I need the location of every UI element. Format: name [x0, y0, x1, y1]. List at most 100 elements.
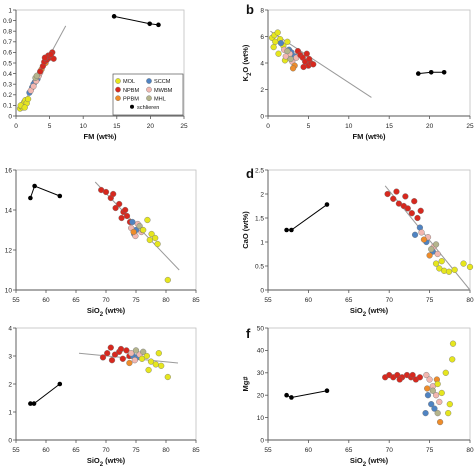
panel-3: 55 60 65 70 75 80 85 10 12 14 16 SiO2 (wt%) [5, 167, 200, 318]
data-point-npbm [47, 51, 55, 58]
data-point-sccm [129, 218, 136, 226]
y-tick-label: 4 [8, 325, 12, 332]
schlieren-point [284, 392, 289, 398]
x-tick-label: 10 [345, 123, 353, 130]
x-tick-label: 75 [132, 297, 140, 304]
y-tick-label: 1 [8, 7, 12, 14]
data-point-ppbm [426, 252, 433, 259]
y-tick-label: 0.4 [3, 71, 12, 78]
data-point-ppbm [420, 236, 428, 243]
x-tick-label: 80 [466, 297, 474, 304]
y-tick-label: 1 [260, 239, 264, 246]
panel-letter: b [246, 2, 254, 17]
legend-label: MHL [154, 96, 166, 102]
data-point-npbm [417, 207, 424, 214]
data-point-mol [275, 50, 282, 57]
schlieren-point [111, 14, 117, 19]
data-point-npbm [108, 357, 116, 364]
x-tick-label: 60 [305, 447, 313, 454]
y-tick-label: 6 [260, 34, 264, 41]
x-tick-label: 85 [192, 297, 200, 304]
data-point-mhl [434, 410, 441, 417]
data-point-ppbm [437, 418, 444, 426]
legend-label: PPBM [123, 96, 139, 102]
data-point-npbm [306, 55, 313, 63]
x-axis-label: SiO2 (wt%) [87, 306, 126, 318]
data-point-mol [449, 340, 457, 347]
panel-6: 55 60 65 70 75 80 0 10 20 30 40 50 SiO2 (wt%) Mg# f [241, 325, 474, 468]
data-point-mol [146, 236, 153, 244]
data-point-npbm [37, 68, 44, 75]
legend-marker-mhl [146, 95, 152, 101]
x-tick-label: 60 [42, 447, 50, 454]
x-tick-label: 55 [12, 297, 20, 304]
y-tick-label: 1 [8, 409, 12, 416]
y-tick-label: 0 [8, 437, 12, 444]
schlieren-point [441, 69, 447, 75]
y-tick-label: 20 [257, 393, 265, 400]
data-point-mol [140, 226, 147, 234]
data-point-mwbm [432, 392, 440, 399]
y-tick-label: 30 [257, 370, 265, 377]
data-point-mol [466, 263, 474, 271]
x-tick-label: 5 [307, 123, 311, 130]
data-point-ppbm [424, 385, 431, 392]
x-tick-label: 65 [72, 447, 80, 454]
legend-label: NPBM [123, 88, 140, 94]
data-point-mol [147, 358, 155, 365]
data-point-mol [152, 361, 159, 368]
schlieren-point [147, 21, 153, 27]
x-axis-label: FM (wt%) [84, 132, 117, 141]
y-tick-label: 10 [257, 415, 265, 422]
y-tick-label: 0.5 [255, 263, 264, 270]
data-point-npbm [396, 376, 403, 383]
data-point-npbm [118, 214, 125, 222]
data-point-mol [274, 29, 281, 36]
data-point-mol [445, 268, 453, 275]
schlieren-point [289, 227, 294, 233]
data-point-mol [152, 234, 159, 242]
y-axis-label: K2O (wt%) [241, 44, 253, 81]
schlieren-point [28, 401, 33, 406]
data-point-mwbm [434, 250, 441, 258]
legend-label: MOL [123, 79, 135, 85]
x-tick-label: 15 [386, 123, 394, 130]
y-tick-label: 2.5 [255, 167, 264, 174]
data-point-mol [438, 389, 445, 397]
panel-1: 0 5 10 15 20 25 0 0.1 0.2 0.3 0.4 0.5 0.6 0.7 0.8 0.9 1 F… [3, 7, 188, 141]
data-point-mol [21, 104, 28, 111]
data-point-mhl [140, 348, 147, 355]
data-point-ppbm [130, 228, 137, 236]
data-point-mol [158, 362, 165, 369]
data-point-npbm [310, 61, 317, 68]
data-point-mol [451, 266, 458, 273]
schlieren-point [57, 193, 63, 199]
x-axis-label: SiO2 (wt%) [87, 456, 126, 468]
data-point-npbm [117, 345, 125, 353]
data-point-mol [434, 380, 441, 388]
x-tick-label: 55 [12, 447, 20, 454]
legend-label: SCCM [154, 79, 171, 85]
data-point-npbm [411, 198, 418, 205]
y-tick-label: 0.6 [3, 50, 12, 57]
data-point-mol [143, 352, 150, 360]
panel-letter: d [246, 166, 254, 181]
x-tick-label: 60 [305, 297, 313, 304]
x-tick-label: 55 [264, 297, 272, 304]
y-tick-label: 50 [257, 325, 265, 332]
data-point-mhl [287, 55, 294, 63]
y-tick-label: 0.5 [3, 60, 12, 67]
x-tick-label: 25 [180, 123, 188, 130]
x-tick-label: 55 [264, 447, 272, 454]
data-point-mol [164, 373, 171, 381]
data-point-mol [284, 38, 291, 45]
data-point-sccm [411, 231, 419, 238]
schlieren-line [286, 204, 328, 231]
data-point-mhl [33, 72, 40, 79]
data-point-npbm [300, 63, 307, 71]
y-tick-label: 2 [260, 191, 264, 198]
data-point-mol [148, 230, 155, 238]
y-tick-label: 8 [260, 7, 264, 14]
data-point-npbm [393, 188, 400, 195]
x-tick-label: 60 [42, 297, 50, 304]
